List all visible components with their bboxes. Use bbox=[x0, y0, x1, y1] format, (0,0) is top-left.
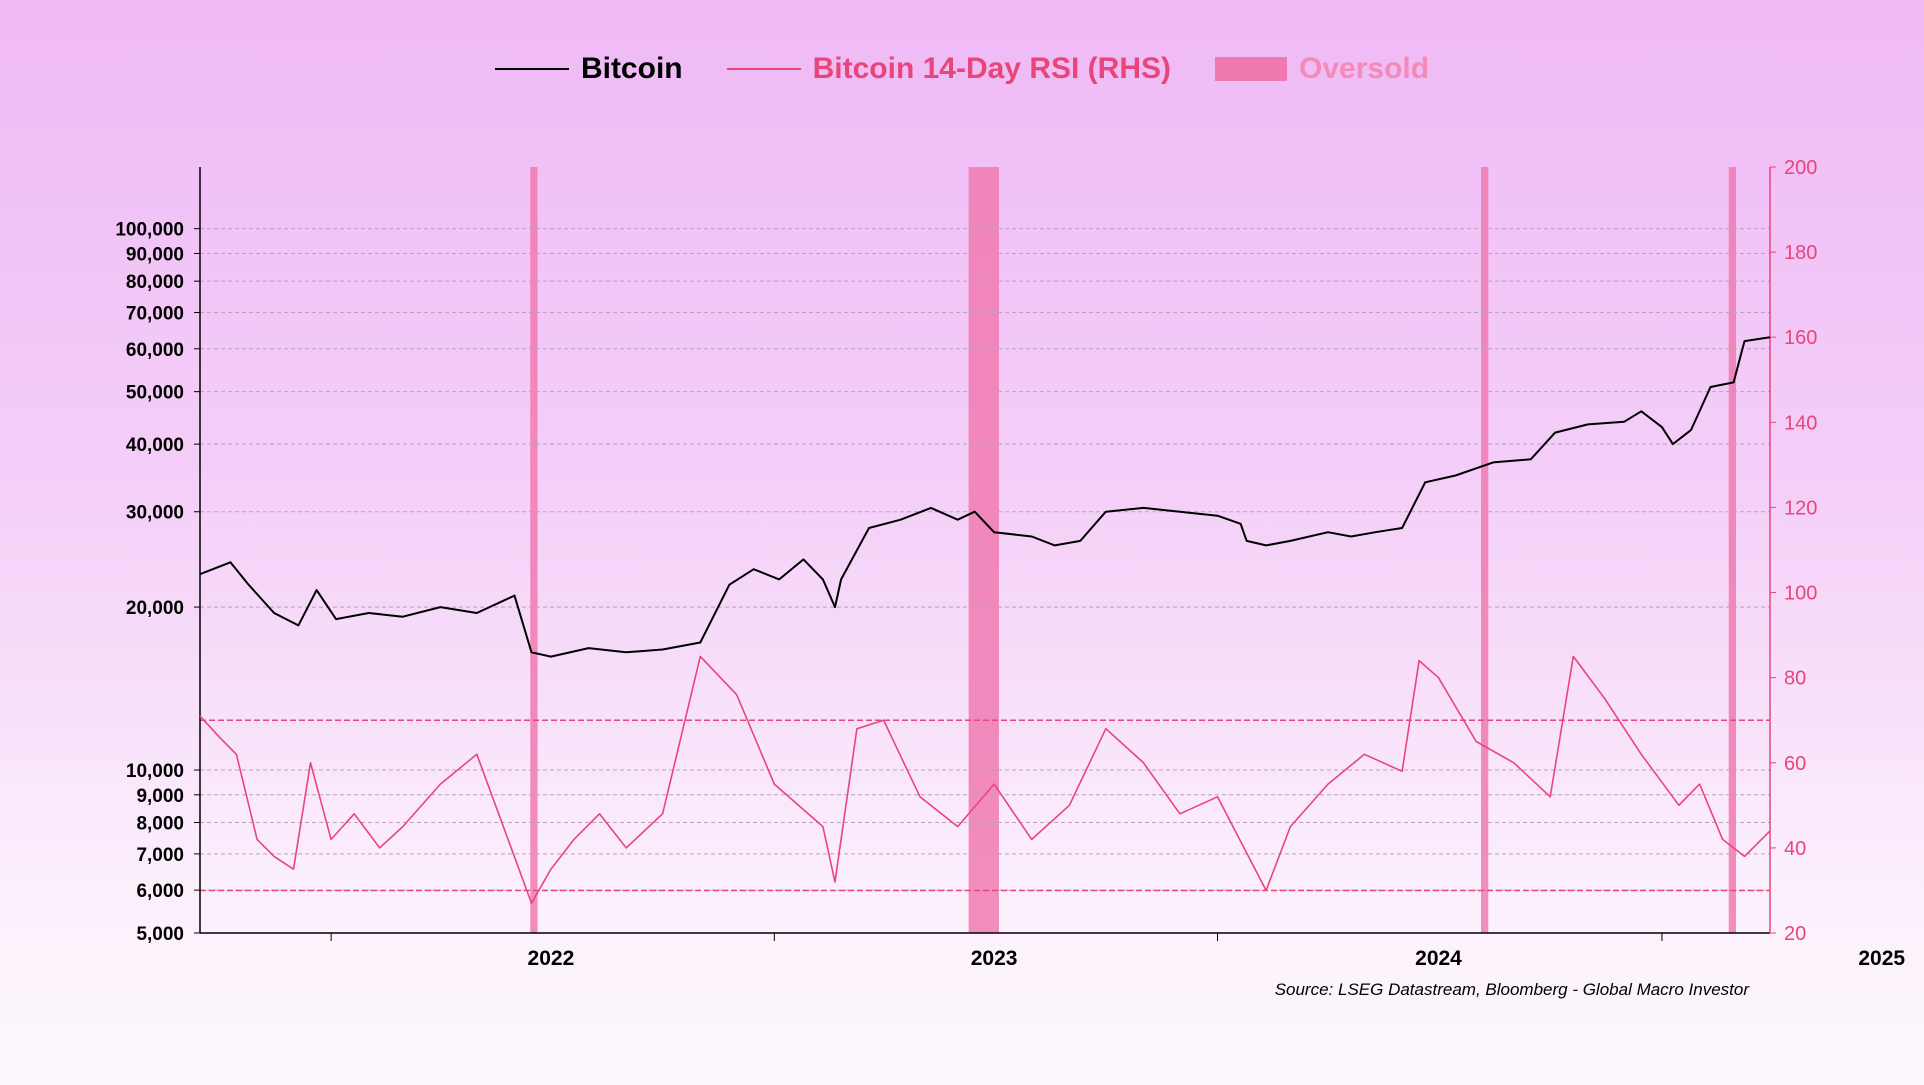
y-tick-label-right: 60 bbox=[1784, 753, 1806, 775]
source-note: Source: LSEG Datastream, Bloomberg - Glo… bbox=[1274, 980, 1749, 999]
legend-swatch-oversold bbox=[1215, 57, 1287, 81]
y-tick-label-right: 80 bbox=[1784, 668, 1806, 690]
legend-item-bitcoin: Bitcoin bbox=[494, 52, 683, 86]
y-tick-label-right: 40 bbox=[1784, 838, 1806, 860]
x-tick-label: 2024 bbox=[1415, 947, 1462, 970]
y-tick-label-left: 9,000 bbox=[136, 786, 184, 807]
y-tick-label-left: 10,000 bbox=[126, 761, 184, 782]
legend-item-oversold: Oversold bbox=[1215, 52, 1429, 86]
oversold-band bbox=[1481, 167, 1489, 933]
y-tick-label-right: 200 bbox=[1784, 157, 1817, 179]
y-tick-label-left: 70,000 bbox=[126, 304, 184, 325]
y-tick-label-left: 20,000 bbox=[126, 598, 184, 619]
legend-label-bitcoin: Bitcoin bbox=[580, 52, 683, 85]
y-tick-label-right: 100 bbox=[1784, 583, 1817, 605]
y-tick-label-right: 180 bbox=[1784, 242, 1817, 264]
legend: Bitcoin Bitcoin 14-Day RSI (RHS) Oversol… bbox=[0, 52, 1924, 86]
y-tick-label-left: 6,000 bbox=[136, 881, 184, 902]
y-tick-label-right: 120 bbox=[1784, 497, 1817, 519]
y-tick-label-left: 7,000 bbox=[136, 845, 184, 866]
y-tick-label-left: 30,000 bbox=[126, 503, 184, 524]
legend-swatch-bitcoin bbox=[494, 68, 569, 70]
y-tick-label-left: 5,000 bbox=[136, 924, 184, 945]
legend-swatch-rsi bbox=[726, 68, 801, 70]
y-tick-label-left: 100,000 bbox=[115, 220, 184, 241]
y-tick-label-left: 40,000 bbox=[126, 435, 184, 456]
y-tick-label-left: 90,000 bbox=[126, 244, 184, 265]
legend-label-rsi: Bitcoin 14-Day RSI (RHS) bbox=[812, 52, 1171, 85]
legend-label-oversold: Oversold bbox=[1299, 52, 1430, 85]
y-tick-label-right: 140 bbox=[1784, 412, 1817, 434]
y-tick-label-left: 8,000 bbox=[136, 813, 184, 834]
oversold-band bbox=[530, 167, 538, 933]
oversold-band bbox=[968, 167, 999, 933]
x-tick-label: 2023 bbox=[971, 947, 1018, 970]
y-tick-label-left: 50,000 bbox=[126, 383, 184, 404]
series-line-bitcoin bbox=[199, 336, 1771, 658]
legend-item-rsi: Bitcoin 14-Day RSI (RHS) bbox=[726, 52, 1171, 86]
y-tick-label-left: 60,000 bbox=[126, 340, 184, 361]
y-tick-label-right: 20 bbox=[1784, 923, 1806, 945]
y-tick-label-left: 80,000 bbox=[126, 272, 184, 293]
series-line-rsi bbox=[199, 655, 1771, 904]
x-tick-label: 2022 bbox=[528, 947, 575, 970]
y-tick-label-right: 160 bbox=[1784, 327, 1817, 349]
x-tick-label: 2025 bbox=[1858, 947, 1905, 970]
oversold-band bbox=[1728, 167, 1737, 933]
